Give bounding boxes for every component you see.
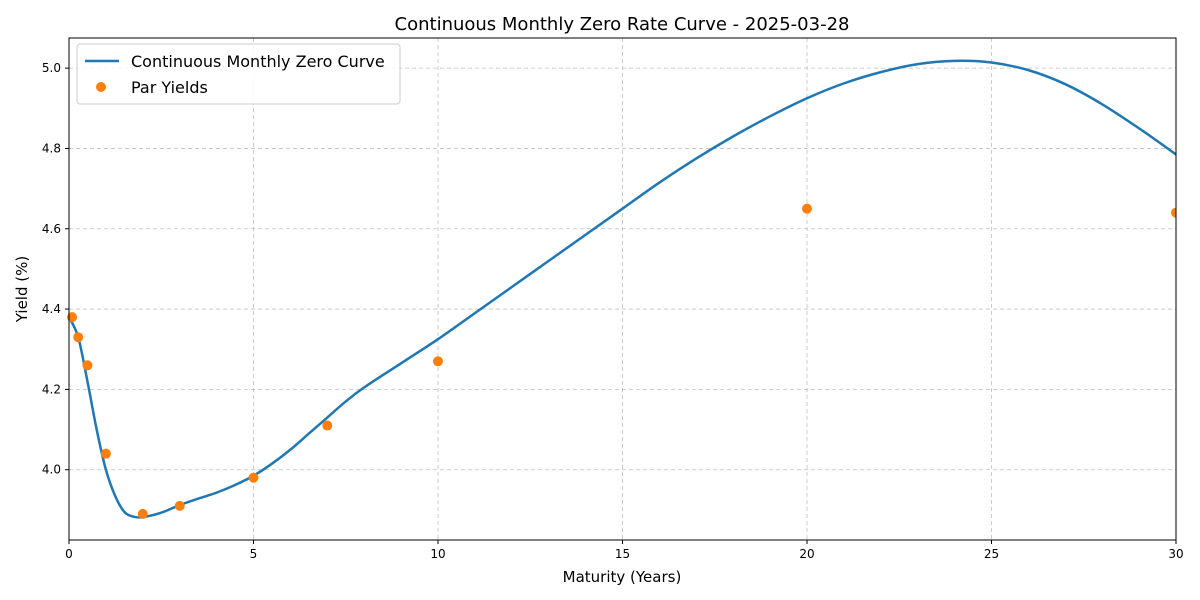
x-tick-label: 10	[430, 547, 445, 561]
legend: Continuous Monthly Zero Curve Par Yields	[76, 43, 401, 105]
par-yield-point	[174, 500, 185, 511]
y-tick-label: 4.0	[42, 463, 61, 477]
x-axis: 0 5 10 15 20 25 30	[65, 540, 1184, 561]
y-tick-label: 4.2	[42, 382, 61, 396]
par-yield-point	[73, 332, 84, 343]
par-yield-point	[82, 360, 93, 371]
y-tick-label: 4.4	[42, 302, 61, 316]
x-tick-label: 25	[984, 547, 999, 561]
y-axis: 4.0 4.2 4.4 4.6 4.8 5.0	[42, 61, 69, 477]
x-tick-label: 20	[799, 547, 814, 561]
plot-area	[67, 59, 1176, 519]
legend-label-par-yields: Par Yields	[131, 78, 208, 97]
legend-label-zero-curve: Continuous Monthly Zero Curve	[131, 52, 385, 71]
grid	[68, 38, 1177, 540]
x-tick-label: 30	[1168, 547, 1183, 561]
par-yield-point	[433, 356, 443, 367]
y-tick-label: 5.0	[42, 61, 61, 75]
legend-box	[76, 43, 401, 105]
x-tick-label: 15	[615, 547, 630, 561]
par-yield-point	[802, 203, 812, 214]
par-yield-point	[67, 312, 78, 323]
chart-title: Continuous Monthly Zero Rate Curve - 202…	[395, 14, 850, 35]
y-tick-label: 4.6	[42, 222, 61, 236]
par-yield-point	[248, 472, 259, 483]
zero-curve-line	[67, 59, 1176, 519]
legend-marker-swatch	[96, 82, 106, 92]
par-yield-point	[1171, 207, 1176, 218]
x-tick-label: 5	[250, 547, 258, 561]
par-yield-point	[137, 508, 148, 519]
par-yield-point	[100, 448, 111, 459]
x-axis-title: Maturity (Years)	[563, 568, 682, 586]
y-axis-title: Yield (%)	[13, 256, 31, 323]
plot-frame	[68, 37, 1177, 541]
y-tick-label: 4.8	[42, 141, 61, 155]
par-yield-point	[322, 420, 333, 431]
x-tick-label: 0	[65, 547, 73, 561]
